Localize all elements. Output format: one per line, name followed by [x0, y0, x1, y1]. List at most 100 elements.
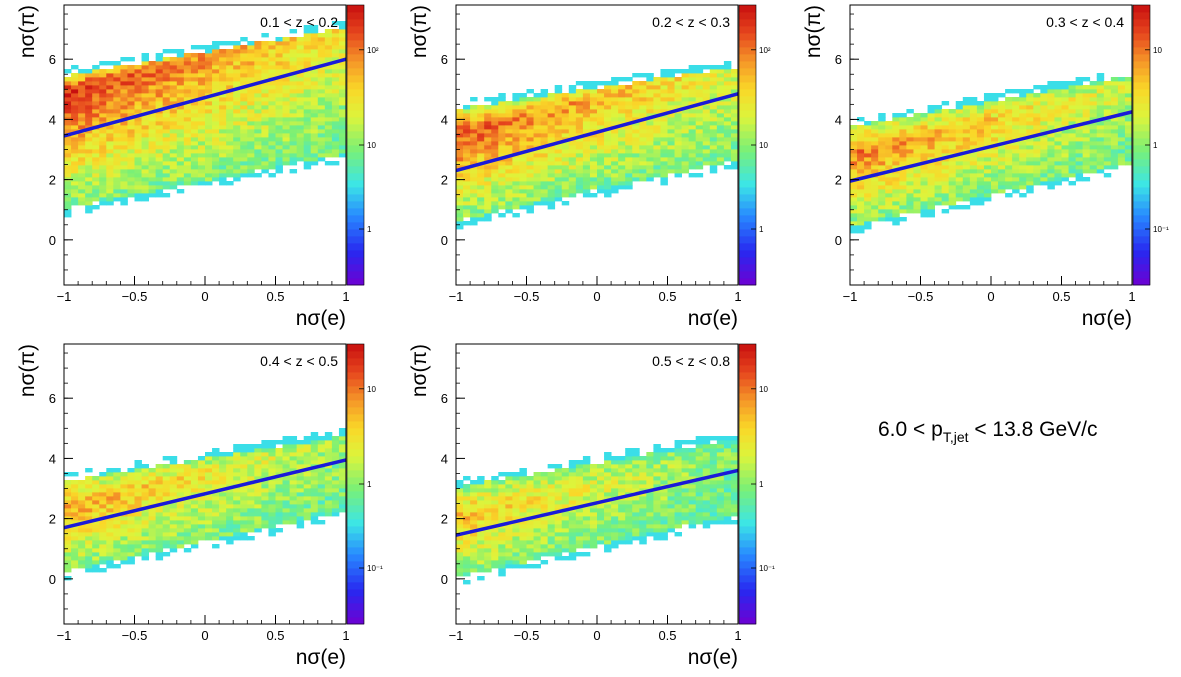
heatmap-cell: [702, 141, 711, 146]
heatmap-cell: [575, 109, 584, 114]
heatmap-cell: [247, 464, 255, 469]
heatmap-cell: [962, 153, 971, 158]
heatmap-cell: [639, 137, 647, 142]
heatmap-cell: [533, 121, 541, 126]
heatmap-cell: [681, 129, 690, 134]
heatmap-cell: [254, 117, 262, 122]
heatmap-cell: [282, 137, 290, 142]
heatmap-cell: [226, 109, 234, 114]
heatmap-cell: [176, 49, 185, 54]
heatmap-cell: [226, 504, 234, 509]
heatmap-cell: [597, 117, 605, 122]
heatmap-cell: [716, 125, 725, 130]
heatmap-cell: [148, 177, 157, 182]
heatmap-cell: [190, 484, 199, 489]
heatmap-cell: [99, 169, 107, 174]
heatmap-cell: [106, 177, 114, 182]
heatmap-cell: [906, 201, 914, 206]
heatmap-cell: [857, 185, 865, 190]
heatmap-cell: [463, 201, 471, 206]
heatmap-cell: [625, 129, 633, 134]
heatmap-cell: [456, 556, 464, 561]
heatmap-cell: [484, 500, 492, 505]
x-tick-label: 1: [734, 289, 741, 304]
heatmap-cell: [254, 93, 262, 98]
heatmap-cell: [1082, 77, 1091, 82]
heatmap-cell: [64, 536, 72, 541]
heatmap-cell: [899, 137, 907, 142]
heatmap-cell: [176, 105, 185, 110]
heatmap-cell: [695, 97, 704, 102]
heatmap-cell: [134, 153, 142, 158]
heatmap-cell: [1061, 89, 1069, 94]
color-bar-segment: [739, 236, 756, 244]
heatmap-cell: [331, 508, 340, 513]
heatmap-cell: [1019, 153, 1027, 158]
heatmap-cell: [71, 504, 79, 509]
heatmap-cell: [254, 444, 262, 449]
heatmap-cell: [64, 568, 72, 573]
heatmap-cell: [155, 73, 164, 78]
heatmap-cell: [106, 109, 114, 114]
panel-title: 0.3 < z < 0.4: [1046, 14, 1124, 30]
heatmap-cell: [540, 141, 549, 146]
heatmap-cell: [226, 113, 234, 118]
heatmap-cell: [226, 492, 234, 497]
heatmap-cell: [226, 165, 234, 170]
heatmap-cell: [491, 165, 499, 170]
heatmap-cell: [247, 49, 255, 54]
heatmap-cell: [275, 45, 283, 50]
heatmap-cell: [1012, 113, 1020, 118]
heatmap-cell: [106, 532, 114, 537]
heatmap-cell: [99, 540, 107, 545]
heatmap-cell: [920, 209, 928, 214]
heatmap-cell: [226, 520, 234, 525]
heatmap-cell: [871, 165, 879, 170]
heatmap-cell: [176, 69, 185, 74]
heatmap-cell: [99, 85, 107, 90]
heatmap-cell: [64, 165, 72, 170]
heatmap-cell: [240, 488, 248, 493]
heatmap-cell: [934, 185, 943, 190]
heatmap-cell: [709, 133, 718, 138]
heatmap-cell: [681, 157, 690, 162]
heatmap-cell: [597, 165, 605, 170]
heatmap-cell: [127, 504, 135, 509]
heatmap-cell: [871, 213, 879, 218]
color-bar-segment: [347, 428, 364, 436]
heatmap-cell: [247, 508, 255, 513]
heatmap-cell: [934, 189, 943, 194]
heatmap-cell: [653, 121, 661, 126]
heatmap-cell: [120, 520, 128, 525]
heatmap-cell: [162, 57, 171, 62]
heatmap-cell: [317, 53, 326, 58]
heatmap-cell: [667, 121, 675, 126]
heatmap-cell: [632, 97, 640, 102]
heatmap-cell: [998, 161, 1006, 166]
heatmap-cell: [176, 121, 185, 126]
heatmap-cell: [148, 524, 157, 529]
heatmap-cell: [955, 173, 964, 178]
heatmap-cell: [148, 540, 157, 545]
heatmap-cell: [962, 177, 971, 182]
heatmap-cell: [64, 504, 72, 509]
heatmap-cell: [484, 532, 492, 537]
heatmap-cell: [716, 141, 725, 146]
heatmap-cell: [618, 165, 626, 170]
heatmap-cell: [927, 173, 935, 178]
heatmap-cell: [723, 97, 732, 102]
heatmap-cell: [1068, 145, 1076, 150]
heatmap-cell: [582, 165, 591, 170]
heatmap-cell: [899, 181, 907, 186]
heatmap-cell: [850, 225, 858, 230]
heatmap-cell: [64, 89, 72, 94]
heatmap-cell: [463, 109, 471, 114]
heatmap-cell: [1075, 157, 1084, 162]
heatmap-cell: [219, 149, 227, 154]
heatmap-cell: [498, 109, 506, 114]
heatmap-cell: [1040, 93, 1048, 98]
heatmap-cell: [219, 69, 227, 74]
heatmap-cell: [1075, 109, 1084, 114]
heatmap-cell: [141, 488, 149, 493]
heatmap-cell: [983, 153, 992, 158]
